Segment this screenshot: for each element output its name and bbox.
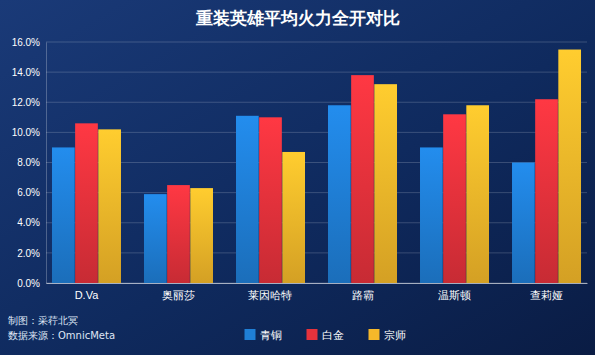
y-tick: 16.0% [12, 37, 46, 48]
grid [46, 42, 587, 283]
legend-item: 白金 [307, 329, 344, 342]
annotation: 数据来源：OmnicMeta [8, 330, 115, 341]
bar [190, 188, 213, 283]
grid-line [46, 192, 587, 193]
x-tick: 奥丽莎 [162, 283, 195, 301]
background [0, 0, 595, 355]
legend-label: 宗师 [384, 329, 406, 342]
y-tick-label: 10.0% [12, 127, 40, 138]
y-tick-label: 6.0% [17, 187, 40, 198]
bars [52, 50, 581, 283]
grid-line [46, 162, 587, 163]
y-tick-label: 0.0% [17, 278, 40, 289]
bar [420, 147, 443, 283]
x-tick: 查莉娅 [530, 283, 563, 301]
y-tick: 12.0% [12, 97, 46, 108]
annotations: 制图：采荇北冥数据来源：OmnicMeta [8, 315, 115, 341]
grid-line [46, 72, 587, 73]
bar [282, 152, 305, 283]
grid-line [46, 42, 587, 43]
legend-label: 青铜 [260, 329, 282, 342]
bar [144, 194, 167, 283]
y-axis: 0.0% 2.0% 4.0% 6.0% 8.0% 10.0% 12.0% 14.0% 16.0% [12, 37, 47, 289]
bar [558, 50, 581, 283]
title: 重装英雄平均火力全开对比 [195, 8, 400, 28]
bar [52, 147, 75, 283]
bar [75, 123, 98, 283]
bar [535, 99, 558, 283]
y-tick-label: 2.0% [17, 248, 40, 259]
legend-swatch [369, 329, 380, 340]
grid-line [46, 102, 587, 103]
grid-line [46, 283, 587, 284]
y-tick: 8.0% [17, 157, 46, 168]
bar [351, 75, 374, 283]
x-tick-label: 奥丽莎 [162, 289, 195, 301]
y-tick: 14.0% [12, 67, 46, 78]
legend: 青铜 白金 宗师 [245, 329, 406, 342]
x-tick: D.Va [75, 283, 100, 301]
x-tick: 路霸 [352, 283, 374, 301]
grid-line [46, 132, 587, 133]
bar [236, 116, 259, 283]
bar [98, 129, 121, 283]
bar [466, 105, 489, 283]
bar [443, 114, 466, 283]
y-tick-label: 12.0% [12, 97, 40, 108]
legend-item: 宗师 [369, 329, 406, 342]
grid-line [46, 252, 587, 253]
legend-swatch [245, 329, 256, 340]
x-tick-label: 查莉娅 [530, 289, 563, 301]
x-axis-line [47, 283, 588, 284]
bar-series [52, 105, 535, 283]
legend-swatch [307, 329, 318, 340]
bar [374, 84, 397, 283]
bar [512, 163, 535, 284]
plot: 0.0% 2.0% 4.0% 6.0% 8.0% 10.0% 12.0% 14.0% 16.0%… [12, 37, 588, 301]
x-tick-label: D.Va [75, 289, 100, 301]
x-tick-label: 路霸 [352, 289, 374, 301]
y-tick: 2.0% [17, 248, 46, 259]
y-tick: 6.0% [17, 187, 46, 198]
legend-item: 青铜 [245, 329, 282, 342]
x-tick: 莱因哈特 [248, 283, 292, 301]
x-axis: D.Va 奥丽莎 莱因哈特 路霸 温斯顿 查莉娅 [47, 283, 588, 301]
y-axis-line [46, 43, 47, 284]
y-tick-label: 8.0% [17, 157, 40, 168]
bar [328, 105, 351, 283]
bar-series [98, 50, 581, 283]
x-tick: 温斯顿 [438, 283, 471, 301]
bar-series [75, 75, 558, 283]
bar [167, 185, 190, 283]
y-tick-label: 14.0% [12, 67, 40, 78]
y-tick: 10.0% [12, 127, 46, 138]
grid-line [46, 222, 587, 223]
y-tick-label: 16.0% [12, 37, 40, 48]
chart: 重装英雄平均火力全开对比 0.0% 2.0% 4.0% 6.0% 8.0% 10.0% 12.… [0, 0, 595, 355]
x-tick-label: 莱因哈特 [248, 289, 292, 301]
legend-label: 白金 [322, 329, 344, 342]
x-tick-label: 温斯顿 [438, 289, 471, 301]
bar [259, 117, 282, 283]
y-tick: 0.0% [17, 278, 46, 289]
y-tick: 4.0% [17, 217, 46, 228]
annotation: 制图：采荇北冥 [8, 315, 78, 326]
y-tick-label: 4.0% [17, 217, 40, 228]
